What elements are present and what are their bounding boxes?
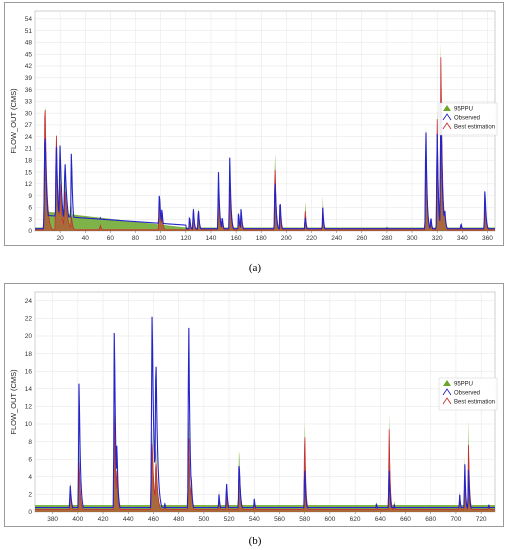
- x-tick-label: 40: [82, 235, 90, 242]
- x-tick-label: 660: [400, 516, 411, 523]
- y-tick-label: 12: [25, 404, 33, 411]
- plot-area: [34, 10, 496, 232]
- y-tick-label: 48: [25, 40, 33, 47]
- y-tick-label: 22: [25, 316, 33, 323]
- chart-panel-b: 380 400 420 440 460 480 500 520 540 560 580 600 620 6…: [4, 283, 504, 527]
- y-tick-label: 6: [28, 205, 32, 212]
- flow-chart-b: 380 400 420 440 460 480 500 520 540 560 580 600 620 6…: [9, 291, 498, 523]
- x-tick-label: 380: [47, 516, 58, 523]
- legend-swatch-best-estimation: [442, 397, 452, 405]
- y-tick-label: 24: [25, 298, 33, 305]
- y-tick-label: 9: [28, 193, 32, 200]
- y-tick-label: 15: [25, 169, 33, 176]
- legend-swatch-best-estimation: [442, 122, 452, 130]
- legend-label-observed: Observed: [454, 391, 480, 397]
- legend-label-best-estimation: Best estimation: [454, 400, 495, 406]
- legend-label-95ppu: 95PPU: [454, 107, 473, 113]
- x-tick-label: 320: [432, 235, 443, 242]
- y-tick-label: 10: [25, 421, 33, 428]
- y-tick-label: 0: [28, 228, 32, 235]
- x-tick-label: 240: [331, 235, 342, 242]
- x-tick-label: 400: [72, 516, 83, 523]
- y-tick-label: 14: [25, 386, 33, 393]
- flow-chart-a: 20 40 60 80 100 120 140 160 180 200 220 240 260 280 30…: [9, 10, 498, 242]
- x-tick-label: 180: [256, 235, 267, 242]
- y-tick-label: 51: [25, 28, 33, 35]
- x-tick-label: 120: [180, 235, 191, 242]
- x-tick-label: 60: [107, 235, 115, 242]
- y-tick-label: 21: [25, 146, 33, 153]
- y-axis-label: FLOW_OUT (CMS): [9, 88, 18, 154]
- y-tick-label: 24: [25, 134, 33, 141]
- y-tick-label: 16: [25, 368, 33, 375]
- caption-a: (a): [248, 262, 262, 274]
- y-tick-label: 45: [25, 51, 33, 58]
- x-tick-label: 260: [356, 235, 367, 242]
- series-best-estimation-line: [35, 414, 495, 510]
- y-tick-label: 30: [25, 110, 33, 117]
- x-tick-label: 460: [148, 516, 159, 523]
- legend-swatch-observed: [442, 388, 452, 396]
- legend-label-observed: Observed: [454, 116, 480, 122]
- y-tick-label: 39: [25, 75, 33, 82]
- series-observed-line: [35, 102, 495, 230]
- x-tick-label: 340: [457, 235, 468, 242]
- x-tick-label: 160: [231, 235, 242, 242]
- x-tick-label: 420: [98, 516, 109, 523]
- y-tick-label: 42: [25, 63, 33, 70]
- y-tick-label: 27: [25, 122, 33, 129]
- legend: 95PPU Observed Best estimation: [438, 102, 498, 136]
- y-tick-label: 12: [25, 181, 33, 188]
- x-tick-label: 700: [451, 516, 462, 523]
- caption-b: (b): [248, 535, 262, 547]
- x-tick-label: 640: [375, 516, 386, 523]
- x-tick-label: 620: [350, 516, 361, 523]
- x-tick-label: 220: [306, 235, 317, 242]
- y-tick-label: 36: [25, 87, 33, 94]
- y-tick-label: 4: [28, 474, 32, 481]
- x-tick-label: 80: [132, 235, 140, 242]
- y-tick-label: 2: [28, 492, 32, 499]
- series-best-estimation-line: [35, 57, 495, 231]
- x-tick-label: 680: [425, 516, 436, 523]
- series-observed-line: [35, 316, 495, 509]
- x-tick-label: 300: [407, 235, 418, 242]
- y-tick-label: 6: [28, 456, 32, 463]
- y-tick-label: 20: [25, 333, 33, 340]
- x-tick-label: 520: [224, 516, 235, 523]
- legend: 95PPU Observed Best estimation: [438, 377, 498, 411]
- legend-swatch-95ppu: [443, 380, 451, 386]
- y-tick-label: 18: [25, 351, 33, 358]
- x-tick-label: 360: [482, 235, 493, 242]
- x-tick-label: 20: [57, 235, 65, 242]
- legend-label-best-estimation: Best estimation: [454, 125, 495, 131]
- y-tick-label: 33: [25, 99, 33, 106]
- x-tick-label: 440: [123, 516, 134, 523]
- x-tick-label: 100: [155, 235, 166, 242]
- y-tick-label: 3: [28, 216, 32, 223]
- chart-panel-a: 20 40 60 80 100 120 140 160 180 200 220 240 260 280 30…: [4, 2, 504, 246]
- y-tick-label: 0: [28, 509, 32, 516]
- x-tick-label: 540: [249, 516, 260, 523]
- legend-label-95ppu: 95PPU: [454, 382, 473, 388]
- y-tick-label: 8: [28, 439, 32, 446]
- x-tick-label: 280: [381, 235, 392, 242]
- y-tick-label: 54: [25, 16, 33, 23]
- x-tick-label: 600: [324, 516, 335, 523]
- legend-swatch-95ppu: [443, 105, 451, 111]
- x-tick-label: 580: [299, 516, 310, 523]
- plot-area: [34, 291, 496, 513]
- x-tick-label: 560: [274, 516, 285, 523]
- x-tick-label: 200: [281, 235, 292, 242]
- legend-swatch-observed: [442, 113, 452, 121]
- y-tick-label: 18: [25, 157, 33, 164]
- x-tick-label: 720: [476, 516, 487, 523]
- y-axis-label: FLOW_OUT (CMS): [9, 369, 18, 435]
- x-tick-label: 500: [198, 516, 209, 523]
- x-tick-label: 140: [206, 235, 217, 242]
- x-tick-label: 480: [173, 516, 184, 523]
